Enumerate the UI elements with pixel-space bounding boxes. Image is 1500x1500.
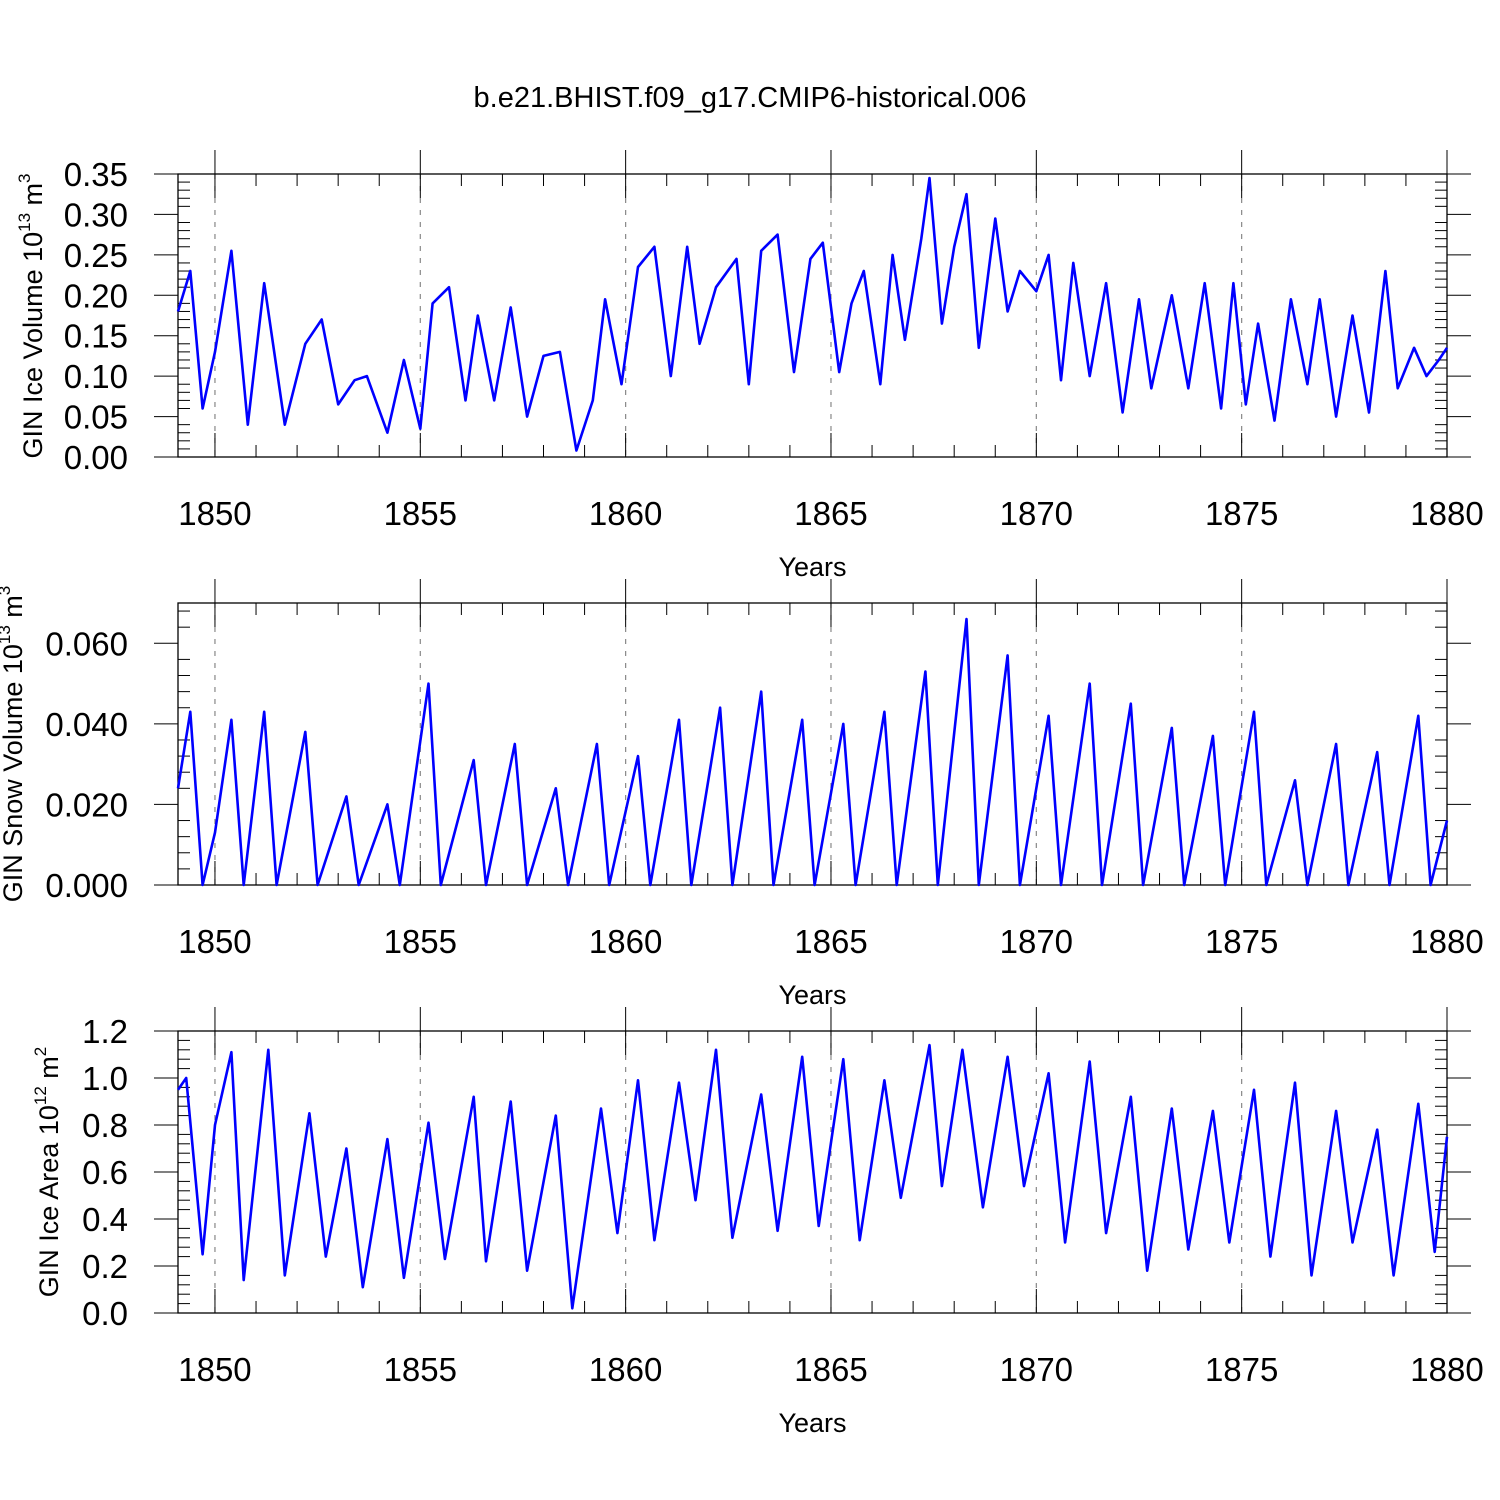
ice-area-y-tick-label: 0.2 [82,1248,128,1285]
ice-volume-y-tick-label: 0.30 [64,196,128,233]
ice-volume-x-tick-label: 1870 [1000,495,1073,532]
snow-volume-panel: 1850 1855 1860 1865 1870 1875 1880 0.000 0.020 0.… [0,579,1484,1010]
ice-area-x-axis-title: Years [778,1408,846,1438]
snow-volume-y-tick-label: 0.040 [45,706,128,743]
ice-volume-y-tick-label: 0.00 [64,439,128,476]
ice-area-y-tick-label: 1.0 [82,1060,128,1097]
ice-volume-y-tick-label: 0.35 [64,156,128,193]
ice-area-x-tick-label: 1875 [1205,1351,1278,1388]
ice-area-frame [177,1030,1448,1314]
ice-volume-x-tick-label: 1860 [589,495,662,532]
snow-volume-y-axis-title: GIN Snow Volume 1013 m3 [0,586,28,903]
ice-volume-x-tick-label: 1850 [178,495,251,532]
ice-area-y-tick-label: 0.8 [82,1107,128,1144]
ice-volume-frame [177,173,1448,458]
ice-volume-y-tick-label: 0.25 [64,237,128,274]
snow-volume-x-tick-label: 1855 [384,923,457,960]
snow-volume-x-axis-title: Years [778,980,846,1010]
ice-area-panel: 1850 1855 1860 1865 1870 1875 1880 0.0 0.2 0.4 0.6… [31,1007,1484,1438]
ice-volume-x-tick-label: 1855 [384,495,457,532]
snow-volume-y-tick-label: 0.060 [45,625,128,662]
ice-volume-x-tick-label: 1875 [1205,495,1278,532]
ice-volume-y-tick-label: 0.05 [64,399,128,436]
ice-volume-y-tick-label: 0.15 [64,318,128,355]
ice-volume-y-axis-title: GIN Ice Volume 1013 m3 [15,173,48,458]
ice-volume-y-tick-label: 0.10 [64,358,128,395]
snow-volume-y-tick-label: 0.020 [45,786,128,823]
ice-volume-panel: 1850 1855 1860 1865 1870 1875 1880 0.000.05 0.10… [15,150,1484,582]
snow-volume-x-tick-label: 1875 [1205,923,1278,960]
ice-area-series-line [176,1043,1449,1310]
snow-volume-x-tick-label: 1865 [794,923,867,960]
ice-area-y-axis-title: GIN Ice Area 1012 m2 [31,1047,64,1298]
snow-volume-x-tick-label: 1860 [589,923,662,960]
snow-volume-y-tick-label: 0.000 [45,867,128,904]
snow-volume-x-tick-label: 1870 [1000,923,1073,960]
ice-area-x-tick-label: 1850 [178,1351,251,1388]
figure-title: b.e21.BHIST.f09_g17.CMIP6-historical.006 [473,82,1027,114]
ice-area-x-tick-label: 1870 [1000,1351,1073,1388]
ice-area-y-tick-label: 0.0 [82,1295,128,1332]
snow-volume-series-line [176,617,1449,887]
snow-volume-frame [177,602,1448,886]
ice-area-x-tick-label: 1860 [589,1351,662,1388]
ice-area-x-tick-label: 1880 [1410,1351,1483,1388]
ice-volume-x-tick-label: 1880 [1410,495,1483,532]
ice-area-y-tick-label: 1.2 [82,1013,128,1050]
ice-volume-x-tick-label: 1865 [794,495,867,532]
ice-area-x-tick-label: 1855 [384,1351,457,1388]
snow-volume-x-tick-label: 1880 [1410,923,1483,960]
ice-area-y-tick-label: 0.4 [82,1201,128,1238]
ice-volume-x-axis-title: Years [778,552,846,582]
ice-area-x-tick-label: 1865 [794,1351,867,1388]
ice-area-y-tick-label: 0.6 [82,1154,128,1191]
snow-volume-x-tick-label: 1850 [178,923,251,960]
ice-volume-y-tick-label: 0.20 [64,277,128,314]
ice-volume-series-line [176,176,1449,452]
